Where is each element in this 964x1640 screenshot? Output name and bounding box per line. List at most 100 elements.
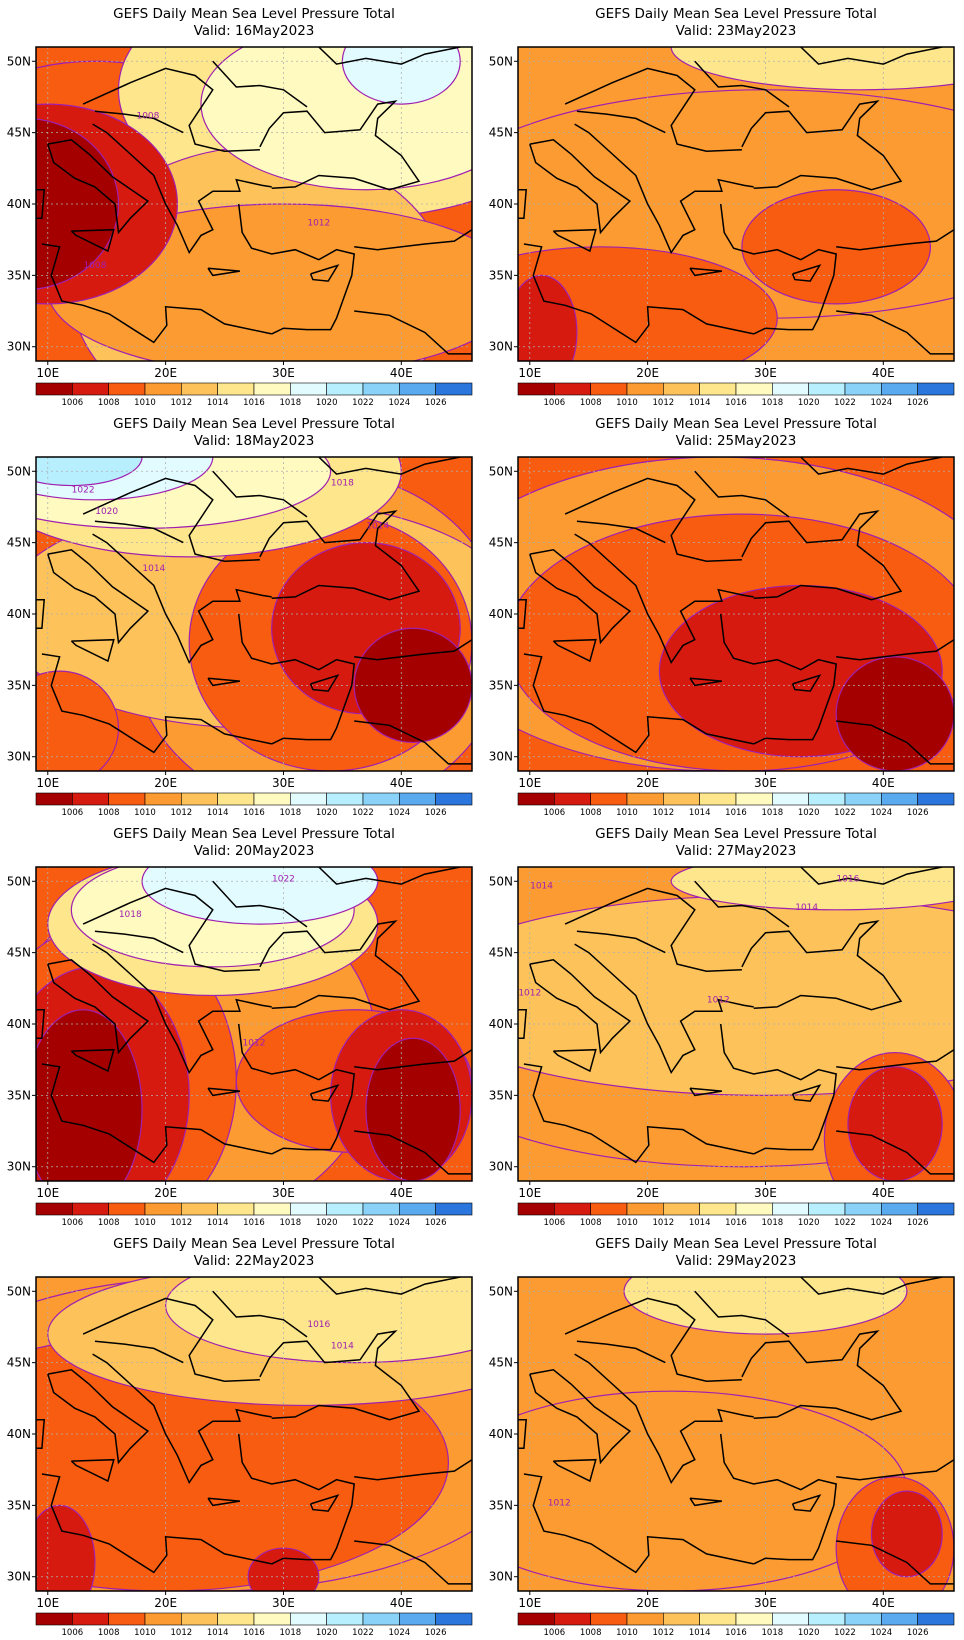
pressure-region-1006: [835, 656, 954, 771]
contour-label: 1012: [548, 1498, 571, 1508]
coastline: [518, 1418, 528, 1450]
y-tick-label: 40N: [7, 1017, 31, 1031]
contour-label: 1014: [142, 564, 165, 574]
map-panel: GEFS Daily Mean Sea Level Pressure Total…: [489, 1236, 955, 1638]
coastline: [800, 47, 943, 65]
colorbar-swatch: [144, 382, 182, 396]
y-tick-label: 45N: [489, 126, 513, 140]
colorbar-swatch: [626, 1612, 664, 1626]
colorbar-label: 1006: [62, 398, 84, 408]
coastline: [354, 1540, 472, 1585]
map-area: 1016 1014: [36, 1277, 472, 1591]
pressure-region-1018: [200, 47, 472, 191]
colorbar-label: 1006: [62, 808, 84, 818]
colorbar-label: 1020: [798, 1218, 820, 1228]
coastline: [800, 457, 943, 475]
colorbar-label: 1024: [389, 1218, 411, 1228]
colorbar: 1006 1008 1010 1012 1014 1016 1018 1020 1022 1024…: [517, 1612, 955, 1638]
colorbar-label: 1008: [98, 808, 120, 818]
coastline: [574, 533, 754, 665]
coastline: [237, 203, 356, 335]
coastline: [354, 639, 472, 661]
colorbar-swatch: [881, 1612, 918, 1626]
coastline: [791, 1084, 822, 1102]
contour-label: 1018: [119, 910, 142, 920]
coastline: [212, 880, 308, 928]
coastline: [564, 477, 742, 562]
colorbar-label: 1006: [62, 1218, 84, 1228]
coastline: [529, 549, 632, 645]
colorbar-swatch: [590, 1202, 628, 1216]
colorbar-swatch: [326, 1202, 364, 1216]
contour-label: 1022: [72, 486, 95, 496]
coastline: [354, 1049, 472, 1071]
colorbar-swatch: [326, 792, 364, 806]
colorbar-label: 1006: [544, 398, 566, 408]
colorbar-swatch: [326, 382, 364, 396]
coastline: [574, 1353, 754, 1485]
coastline: [800, 867, 943, 885]
pressure-region-1010: [518, 246, 778, 361]
colorbar-swatch: [663, 792, 700, 806]
colorbar-label: 1022: [834, 808, 856, 818]
colorbar-swatch: [72, 792, 109, 806]
coastline: [518, 1008, 528, 1040]
colorbar-swatch: [735, 792, 773, 806]
colorbar-label: 1016: [725, 1218, 747, 1228]
colorbar-label: 1020: [316, 1218, 338, 1228]
x-tick-label: 10E: [36, 366, 59, 380]
coastline: [212, 470, 308, 518]
colorbar-label: 1016: [243, 1218, 265, 1228]
x-tick-label: 10E: [36, 776, 59, 790]
coastline: [41, 653, 272, 754]
colorbar-label: 1008: [580, 398, 602, 408]
colorbar-label: 1026: [907, 1218, 929, 1228]
coastline: [309, 1084, 340, 1102]
colorbar-label: 1016: [725, 808, 747, 818]
colorbar-swatch: [808, 1612, 846, 1626]
colorbar-swatch: [181, 1612, 218, 1626]
colorbar-swatch: [362, 1202, 400, 1216]
panel-valid-date: Valid: 22May2023: [194, 1253, 315, 1269]
map-area: 1022 1020 1018 1014 1014: [36, 457, 472, 771]
coastline: [70, 638, 115, 663]
coastline: [791, 1494, 822, 1512]
coastline: [94, 110, 184, 134]
colorbar: 1006 1008 1010 1012 1014 1016 1018 1020 1022 1024…: [35, 1202, 473, 1228]
colorbar-swatch: [735, 1612, 773, 1626]
coastline: [836, 310, 954, 355]
y-tick-label: 45N: [7, 536, 31, 550]
colorbar-label: 1024: [871, 1628, 893, 1638]
y-tick-label: 50N: [489, 464, 513, 478]
coastline: [529, 959, 632, 1055]
colorbar-swatch: [253, 1202, 291, 1216]
y-tick-label: 45N: [489, 536, 513, 550]
colorbar-swatch: [253, 1612, 291, 1626]
colorbar-label: 1012: [653, 808, 675, 818]
colorbar-label: 1026: [425, 1628, 447, 1638]
panel-title: GEFS Daily Mean Sea Level Pressure Total: [595, 826, 877, 842]
colorbar-swatch: [217, 382, 255, 396]
colorbar-swatch: [844, 1612, 882, 1626]
map-panel: GEFS Daily Mean Sea Level Pressure Total…: [7, 6, 473, 408]
colorbar-swatch: [435, 1202, 473, 1216]
coastline: [36, 1418, 46, 1450]
colorbar-label: 1022: [352, 398, 374, 408]
colorbar-label: 1008: [580, 1628, 602, 1638]
y-tick-label: 30N: [489, 1570, 513, 1584]
colorbar-swatch: [399, 382, 436, 396]
coastline: [47, 1369, 150, 1465]
coastline: [719, 1023, 838, 1155]
colorbar-label: 1016: [725, 398, 747, 408]
y-tick-label: 45N: [7, 126, 31, 140]
colorbar-swatch: [917, 382, 955, 396]
panel-title: GEFS Daily Mean Sea Level Pressure Total: [595, 416, 877, 432]
panel-valid-date: Valid: 29May2023: [676, 1253, 797, 1269]
colorbar-label: 1010: [134, 1218, 156, 1228]
colorbar-swatch: [290, 382, 327, 396]
colorbar-label: 1006: [544, 1628, 566, 1638]
colorbar-swatch: [362, 1612, 400, 1626]
x-tick-label: 10E: [518, 1596, 541, 1610]
y-tick-label: 30N: [489, 750, 513, 764]
colorbar-swatch: [663, 382, 700, 396]
